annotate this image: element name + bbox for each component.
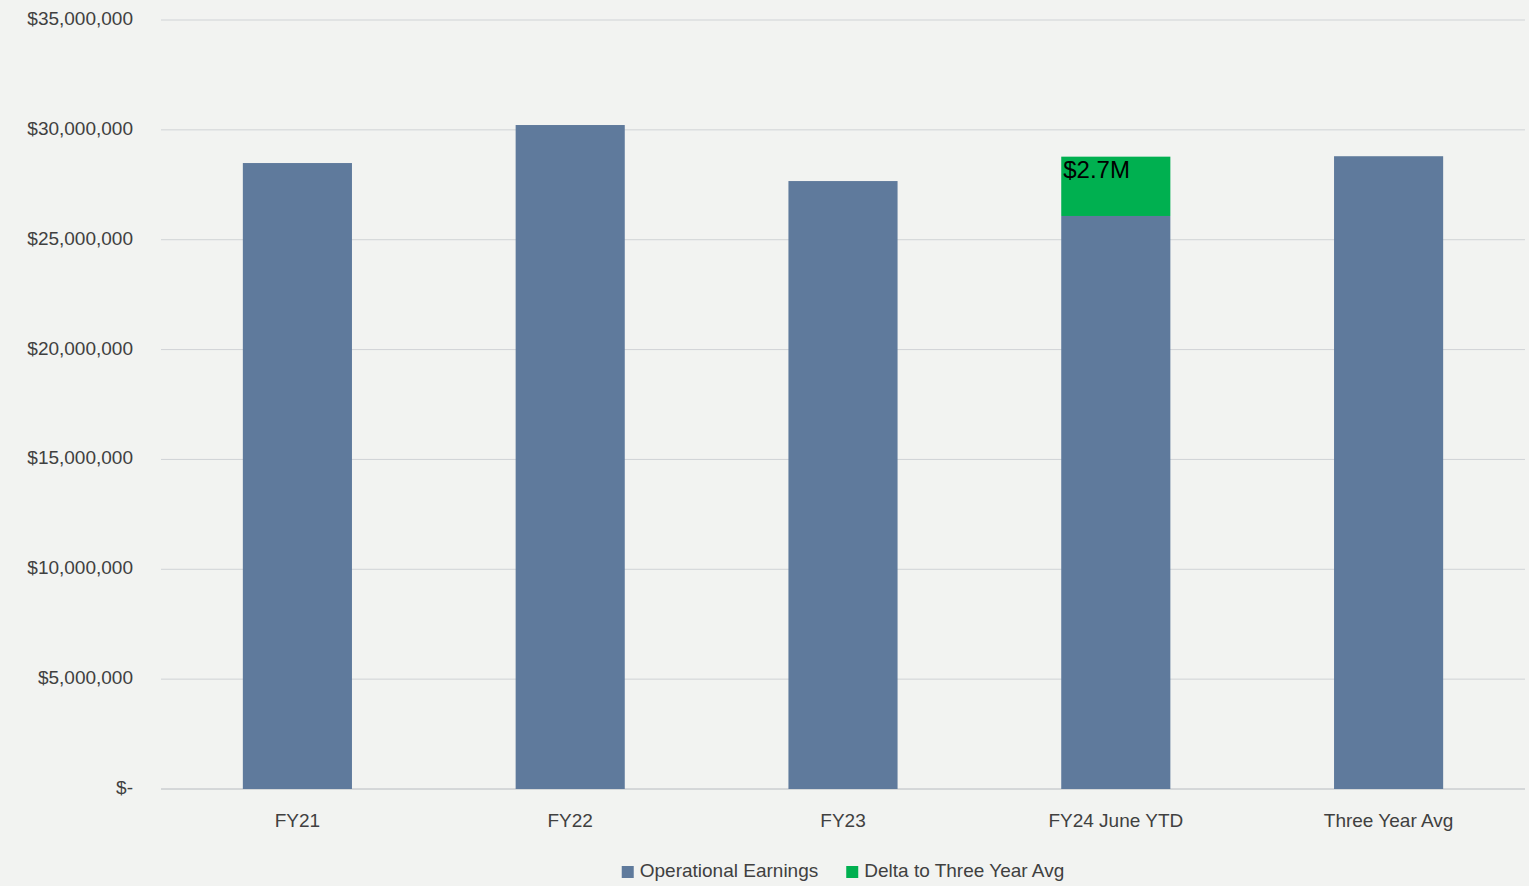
legend-swatch bbox=[622, 866, 634, 878]
legend-item: Operational Earnings bbox=[622, 860, 819, 881]
x-tick-label: FY21 bbox=[275, 810, 320, 831]
y-tick-label: $10,000,000 bbox=[27, 557, 133, 578]
x-tick-label: FY23 bbox=[820, 810, 865, 831]
x-tick-label: Three Year Avg bbox=[1324, 810, 1454, 831]
bar bbox=[243, 163, 352, 789]
y-tick-labels: $- $5,000,000 $10,000,000 $15,000,000 $20,00… bbox=[27, 8, 133, 798]
legend: Operational Earnings Delta to Three Year … bbox=[622, 860, 1065, 881]
bar bbox=[1061, 216, 1170, 789]
y-tick-label: $30,000,000 bbox=[27, 118, 133, 139]
legend-label: Operational Earnings bbox=[640, 860, 819, 881]
y-tick-label: $20,000,000 bbox=[27, 338, 133, 359]
bar bbox=[1061, 157, 1170, 216]
bars bbox=[243, 125, 1443, 789]
bar bbox=[516, 125, 625, 789]
x-tick-labels: FY21 FY22 FY23 FY24 June YTD Three Year Avg bbox=[275, 810, 1454, 831]
grid-line bbox=[161, 20, 1525, 21]
legend-label: Delta to Three Year Avg bbox=[864, 860, 1064, 881]
y-tick-label: $5,000,000 bbox=[38, 667, 133, 688]
y-tick-label: $15,000,000 bbox=[27, 447, 133, 468]
x-tick-label: FY22 bbox=[547, 810, 592, 831]
x-tick-label: FY24 June YTD bbox=[1048, 810, 1183, 831]
y-tick-label: $25,000,000 bbox=[27, 228, 133, 249]
legend-swatch bbox=[846, 866, 858, 878]
bar bbox=[788, 181, 897, 789]
grid bbox=[161, 20, 1525, 789]
bar bbox=[1334, 156, 1443, 789]
chart: $- $5,000,000 $10,000,000 $15,000,000 $20,00… bbox=[0, 0, 1529, 886]
data-label: $2.7M bbox=[1063, 156, 1130, 183]
grid-line bbox=[161, 129, 1525, 130]
y-tick-label: $35,000,000 bbox=[27, 8, 133, 29]
legend-item: Delta to Three Year Avg bbox=[846, 860, 1064, 881]
data-labels: $2.7M bbox=[1063, 156, 1130, 183]
y-tick-label: $- bbox=[116, 777, 133, 798]
